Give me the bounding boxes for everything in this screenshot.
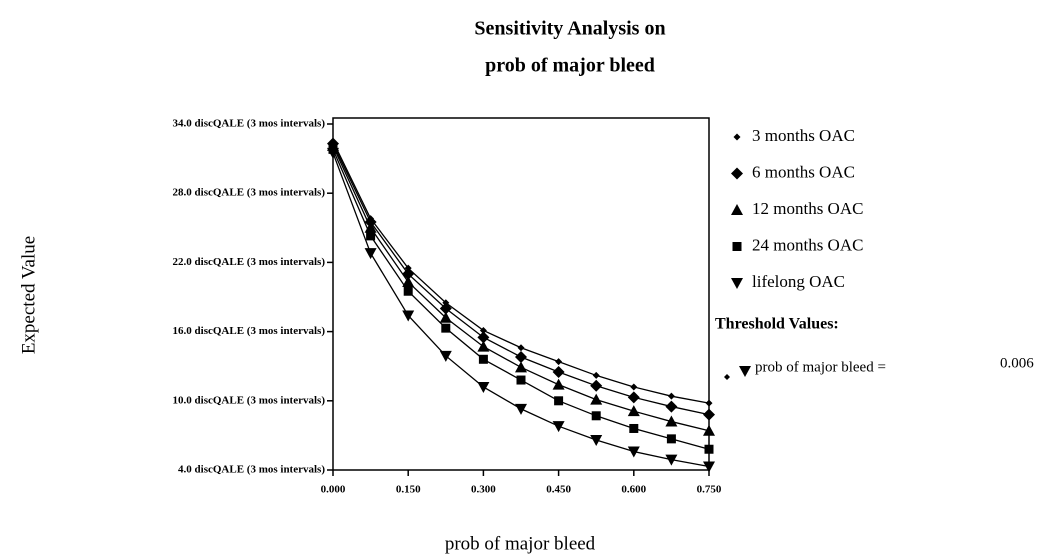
marker [515,350,527,363]
marker [667,392,675,400]
marker [629,423,639,433]
x-tick-label: 0.450 [546,484,571,496]
marker [515,361,527,373]
marker [704,444,714,454]
marker [703,424,715,436]
marker [366,231,376,241]
threshold-marker [739,366,751,377]
legend-label: 3 months OAC [752,126,855,145]
marker [402,276,415,288]
marker [327,147,339,159]
chart-title: Sensitivity Analysis on [474,18,665,40]
legend-marker [731,204,743,215]
marker [477,340,490,352]
legend-label: 24 months OAC [752,235,863,254]
marker [590,393,603,405]
x-tick-label: 0.300 [471,484,496,496]
y-axis-label: Expected Value [18,236,39,354]
threshold-marker [724,374,730,380]
marker [479,326,487,334]
marker [477,331,490,344]
threshold-label: prob of major bleed = [755,359,886,375]
marker [403,286,413,296]
marker [665,415,678,427]
legend-label: 12 months OAC [752,199,863,218]
marker [439,302,452,315]
marker [441,323,451,333]
marker [665,400,678,413]
y-tick-label: 28.0 discQALE (3 mos intervals) [173,187,326,199]
marker [627,446,640,458]
legend-label: lifelong OAC [752,272,845,291]
marker [439,311,452,323]
marker [517,344,525,352]
x-tick-label: 0.150 [396,484,421,496]
marker [703,408,715,421]
threshold-title: Threshold Values: [715,316,839,333]
line [332,145,710,432]
marker [555,358,563,366]
marker [515,403,527,415]
y-tick-label: 22.0 discQALE (3 mos intervals) [173,256,326,268]
marker [630,383,638,391]
legend-marker [733,133,741,141]
chart-title: prob of major bleed [485,55,655,77]
marker [364,248,377,260]
marker [592,371,600,379]
legend-label: 6 months OAC [752,162,855,181]
marker [552,378,565,390]
threshold-value: 0.006 [1000,355,1034,371]
y-tick-label: 34.0 discQALE (3 mos intervals) [173,118,326,130]
marker [552,365,565,378]
line [332,152,710,468]
marker [516,375,526,385]
plot-frame [332,117,710,471]
marker [665,454,678,466]
x-axis-label: prob of major bleed [445,533,596,554]
marker [554,396,564,406]
marker [591,411,601,421]
legend-marker [732,242,742,251]
y-tick-label: 16.0 discQALE (3 mos intervals) [173,325,326,337]
marker [402,310,415,322]
marker [477,381,490,393]
marker [627,405,640,417]
x-tick-label: 0.750 [697,484,722,496]
x-tick-label: 0.000 [321,484,346,496]
line [332,143,710,416]
marker [478,354,488,364]
y-tick-label: 4.0 discQALE (3 mos intervals) [178,464,325,476]
legend-marker [731,278,743,289]
marker [590,435,603,447]
marker [590,379,603,392]
x-tick-label: 0.600 [621,484,646,496]
marker [705,399,713,407]
marker [703,461,715,473]
marker [627,391,640,404]
marker [552,421,565,433]
marker [439,350,452,362]
legend-marker [731,167,743,180]
marker [666,434,676,444]
y-tick-label: 10.0 discQALE (3 mos intervals) [173,394,326,406]
